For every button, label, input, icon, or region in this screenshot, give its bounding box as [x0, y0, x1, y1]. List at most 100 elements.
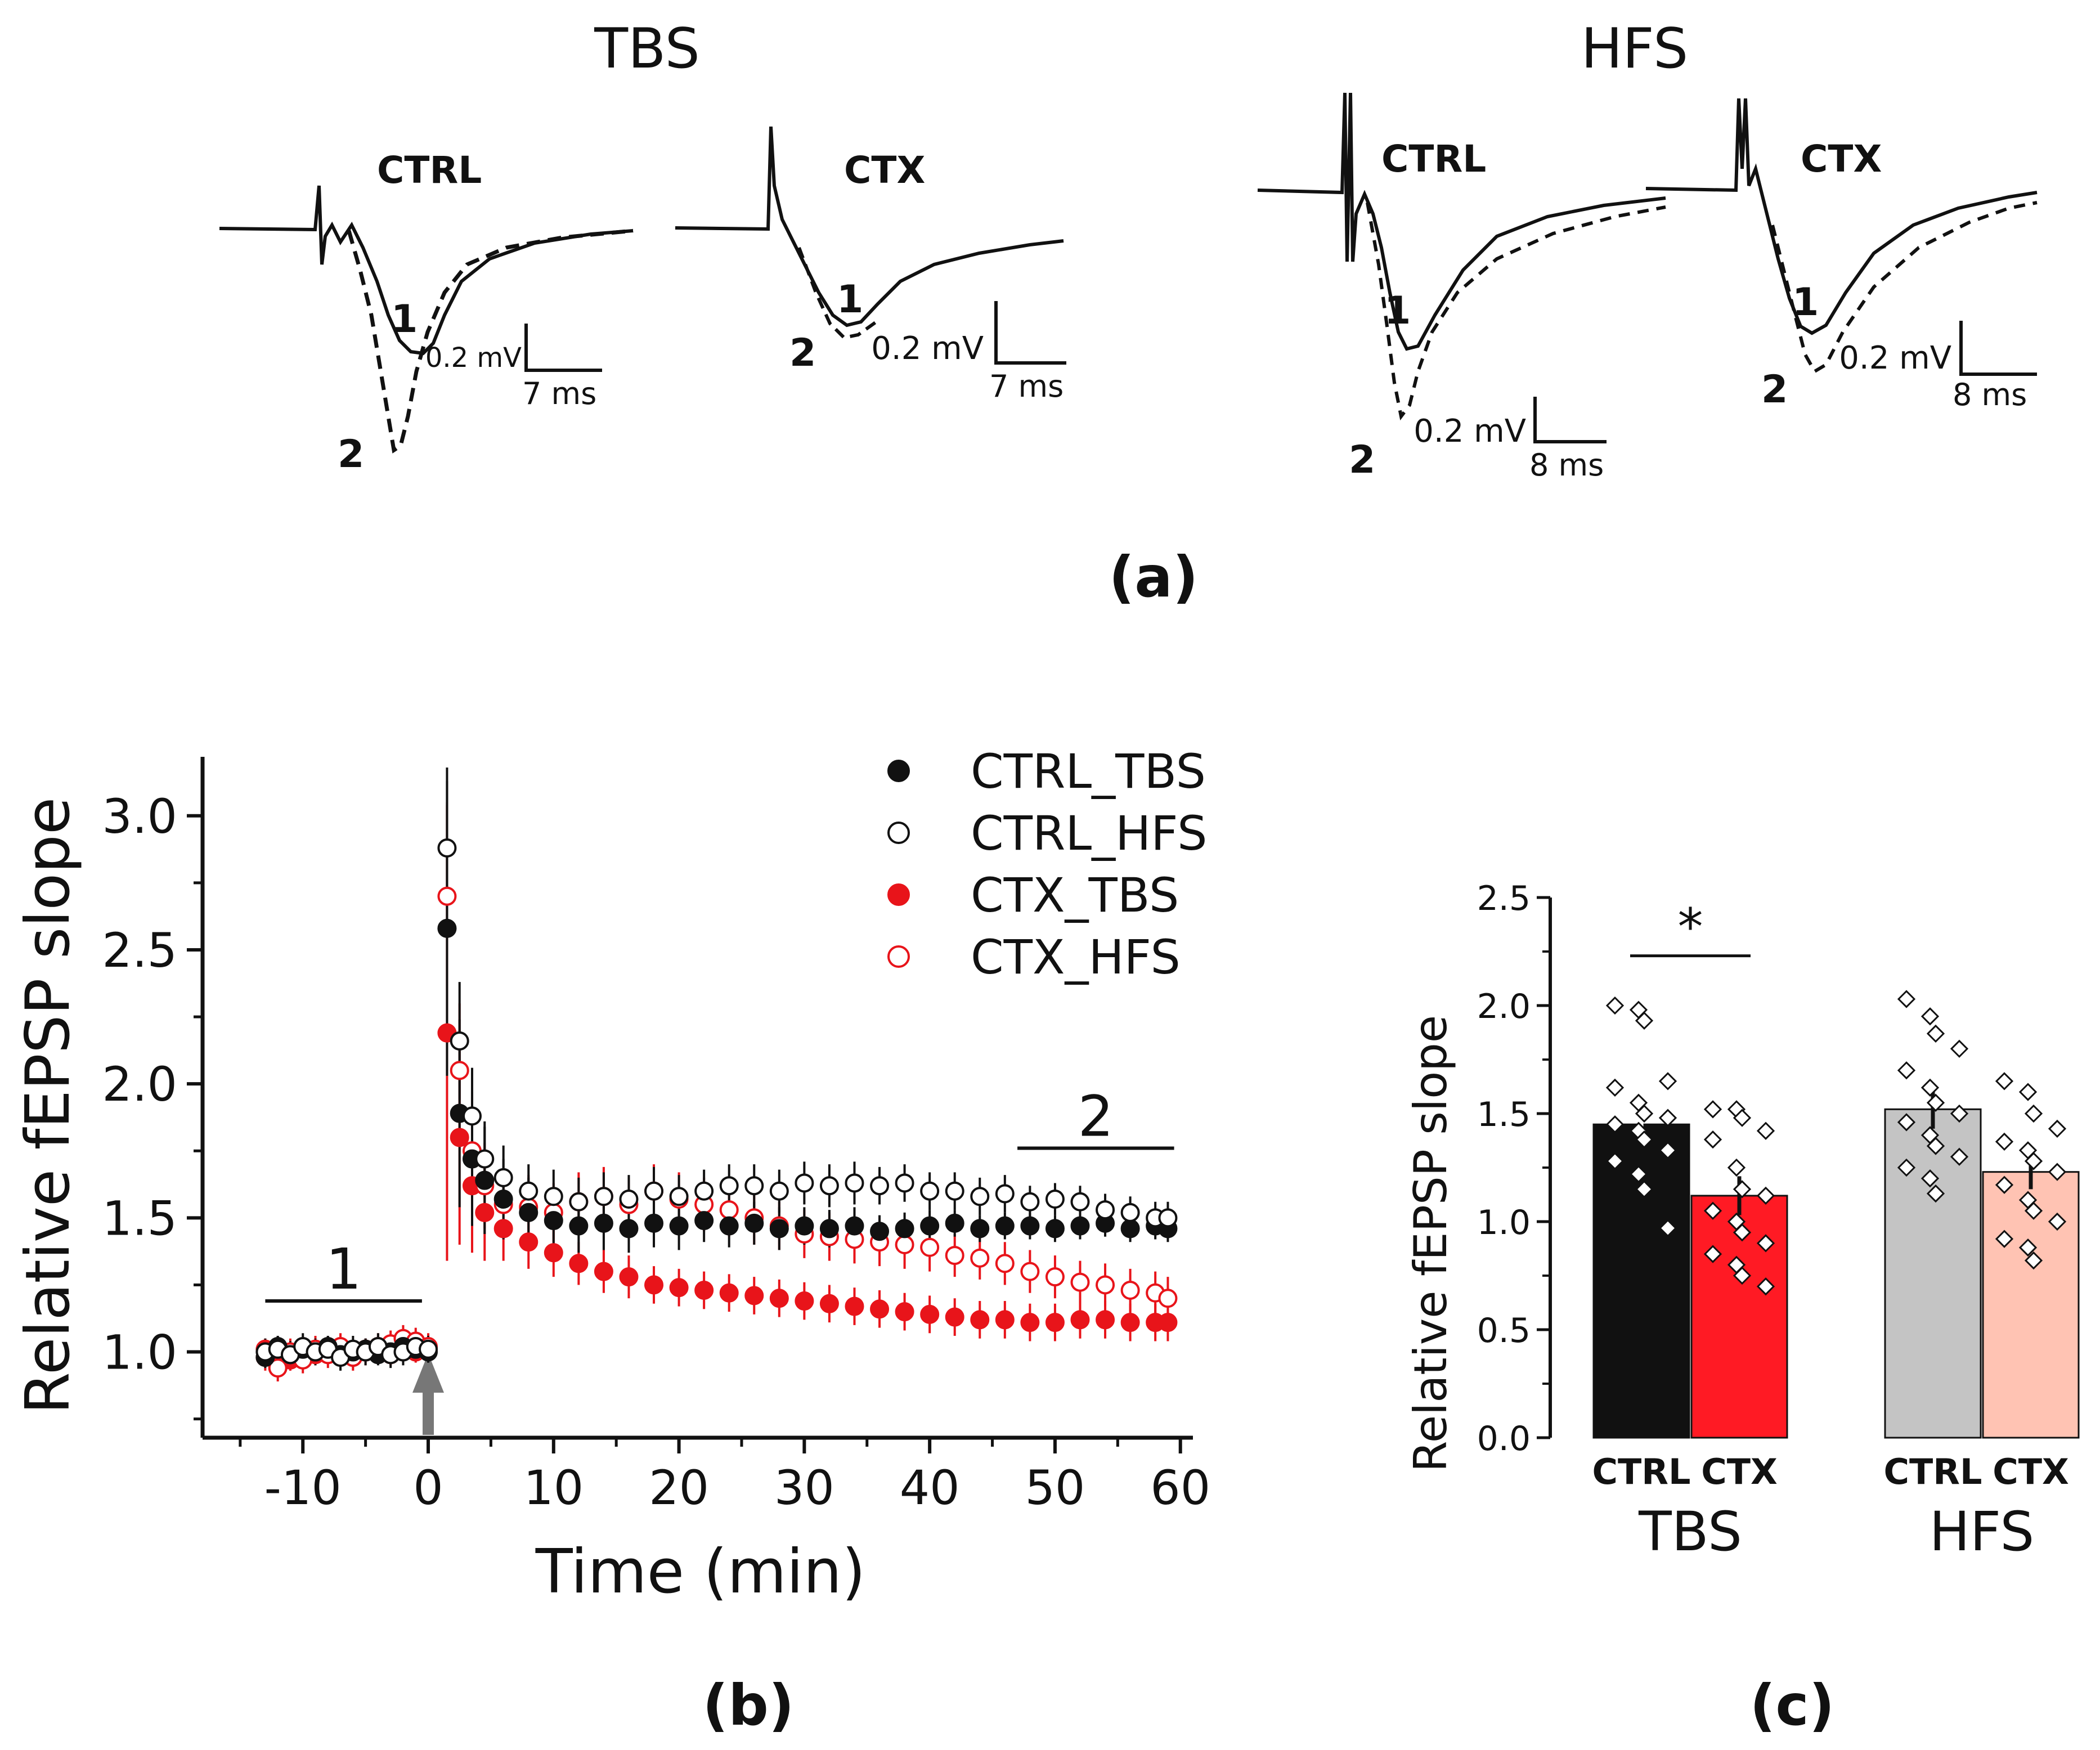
group-title-hfs: HFS — [1581, 17, 1689, 81]
panel-b-data-point — [594, 1213, 613, 1233]
trace-hfs-ctrl-dashed — [1366, 202, 1666, 421]
panel-c-data-point — [1920, 1007, 1940, 1026]
panel-b-data-point — [920, 1181, 940, 1201]
panel-b-data-point — [1020, 1192, 1040, 1211]
panel-b-data-point — [819, 1176, 839, 1196]
panel-b-data-point — [669, 1187, 689, 1206]
trace-tbs-ctx-dashed — [797, 246, 879, 340]
panel-c-data-point — [1727, 1158, 1746, 1177]
panel-c-bars: CTRL CTX CTRL CTX TBS HFS * — [1592, 898, 2080, 1563]
panel-b-data-point — [1158, 1313, 1178, 1332]
panel-b-data-point — [694, 1211, 714, 1231]
panel-b-x-tick-label: 10 — [523, 1460, 584, 1515]
panel-b-data-point — [995, 1310, 1015, 1330]
panel-b-data-point — [594, 1262, 613, 1281]
trace-hfs-ctx-label: CTX — [1801, 137, 1882, 181]
panel-b-data-point — [493, 1190, 513, 1209]
panel-b-data-point — [769, 1181, 789, 1201]
panel-c-data-point — [1635, 1180, 1654, 1199]
panel-b-data-point — [544, 1187, 563, 1206]
panel-b-data-point — [744, 1176, 764, 1196]
panel-c-data-point — [1950, 1147, 1969, 1166]
panel-b-legend-marker — [887, 883, 910, 906]
panel-b-axes: -10 0 10 20 30 40 50 60 1.0 1.5 2.0 2.5 3.0 — [102, 757, 1210, 1515]
panel-c-data-point — [1703, 1245, 1722, 1263]
panel-c-data-point — [1920, 1169, 1940, 1188]
trace-hfs-ctx: CTX 1 2 0.2 mV 8 ms — [1645, 98, 2038, 412]
panel-b-data-point — [945, 1181, 964, 1201]
panel-c-data-point — [1635, 1011, 1654, 1030]
panel-b-legend-label: CTX_HFS — [971, 930, 1181, 985]
panel-b-data-point — [870, 1222, 890, 1241]
panel-c-data-point — [1703, 1100, 1722, 1119]
panel-c-data-point — [2024, 1104, 2043, 1123]
trace-tbs-ctrl-label: CTRL — [377, 149, 482, 192]
panel-a: TBS HFS CTRL 1 2 0.2 mV 7 ms CTX 1 2 0.2… — [219, 17, 2038, 610]
trace-hfs-ctx-solid — [1645, 98, 2038, 335]
trace-tbs-ctrl-dashed — [347, 228, 634, 454]
panel-c-y-tick-label: 0.0 — [1477, 1419, 1531, 1459]
panel-b-data-point — [870, 1299, 890, 1319]
panel-b-data-point — [544, 1211, 563, 1231]
panel-b-data-point — [669, 1216, 689, 1236]
panel-b-annotations: 12 — [265, 1084, 1174, 1435]
panel-b-data-point — [895, 1235, 914, 1255]
panel-b-data-point — [1045, 1267, 1065, 1287]
panel-b-data-point — [619, 1219, 639, 1239]
panel-b-stimulus-arrow — [412, 1353, 445, 1435]
panel-b-data-point — [475, 1170, 495, 1190]
panel-b-data-point — [895, 1219, 914, 1239]
trace-tbs-ctx: CTX 1 2 0.2 mV 7 ms — [675, 126, 1066, 404]
panel-b-data-point — [1096, 1310, 1115, 1330]
panel-c-data-point — [1629, 1165, 1648, 1183]
trace-tbs-ctrl-baseline-solid — [219, 185, 634, 356]
panel-b-legend-label: CTX_TBS — [971, 868, 1179, 923]
panel-b-data-point — [669, 1278, 689, 1298]
panel-b-y-tick-label: 2.0 — [102, 1057, 177, 1112]
panel-c-data-point — [1926, 1184, 1945, 1203]
panel-c-y-tick-label: 1.0 — [1477, 1203, 1531, 1242]
panel-b-period-label: 2 — [1078, 1084, 1114, 1150]
panel-c-category-label: CTX — [1993, 1451, 2069, 1492]
panel-b-data-point — [970, 1310, 990, 1330]
trace-tbs-ctrl-scalebar — [524, 324, 602, 372]
panel-c-data-point — [1926, 1093, 1945, 1112]
panel-b-data-point — [1020, 1262, 1040, 1281]
trace-hfs-ctrl-scale-mv: 0.2 mV — [1414, 413, 1526, 450]
panel-c-data-point — [1897, 1158, 1916, 1177]
panel-b-data-point — [845, 1216, 864, 1236]
panel-b-data-point — [1045, 1219, 1065, 1239]
panel-c-data-point — [1756, 1234, 1775, 1253]
panel-b-data-point — [1070, 1310, 1090, 1330]
panel-c-data-point — [1897, 1061, 1916, 1080]
trace-hfs-ctrl-scale-ms: 8 ms — [1529, 447, 1604, 483]
panel-c-y-tick-label: 2.0 — [1477, 987, 1531, 1026]
trace-tbs-ctrl-scale-ms: 7 ms — [522, 376, 596, 411]
panel-b-data-point — [619, 1267, 639, 1287]
trace-hfs-ctx-scalebar — [1959, 321, 2037, 376]
panel-c-ylabel: Relative fEPSP slope — [1405, 1015, 1457, 1472]
trace-tbs-ctrl-scale-mv: 0.2 mV — [425, 342, 522, 374]
panel-c-data-point — [1733, 1180, 1752, 1199]
panel-b-data-point — [719, 1200, 739, 1220]
panel-b-data-point — [795, 1173, 814, 1193]
panel-b-data-point — [419, 1339, 438, 1359]
panel-b-data-point — [945, 1246, 964, 1266]
panel-b-data-point — [519, 1232, 539, 1252]
panel-c-significance-star: * — [1678, 898, 1703, 957]
panel-b-data-point — [795, 1291, 814, 1311]
panel-b-data-point — [845, 1173, 864, 1193]
panel-b-data-point — [450, 1031, 469, 1051]
panel-b-data-point — [569, 1216, 589, 1236]
panel-b-chart: Relative fEPSP slope Time (min) -10 0 10 20… — [13, 744, 1210, 1738]
panel-b-data-point — [870, 1176, 890, 1196]
panel-c-y-tick-label: 2.5 — [1477, 879, 1531, 918]
panel-b-data-point — [1045, 1190, 1065, 1209]
panel-b-data-point — [970, 1248, 990, 1268]
panel-c-group-label: HFS — [1930, 1500, 2035, 1563]
panel-b-data-point — [995, 1216, 1015, 1236]
panel-b-data-point — [970, 1219, 990, 1239]
panel-b-data-point — [437, 918, 457, 938]
panel-b-x-tick-label: -10 — [264, 1460, 342, 1515]
trace-tbs-ctx-marker-1: 1 — [837, 277, 863, 322]
